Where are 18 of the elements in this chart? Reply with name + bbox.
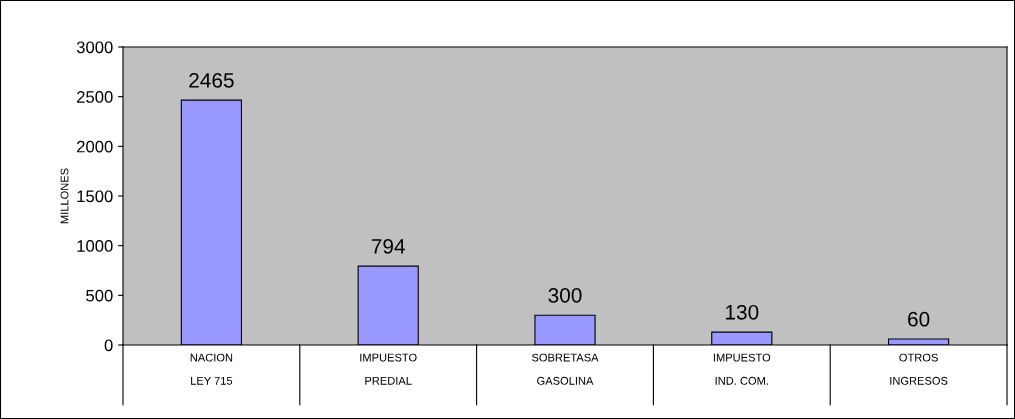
data-label: 130 [726,304,759,320]
category-label: SOBRETASA GASOLINA [531,353,599,385]
y-axis-title: MILLONES [60,168,69,224]
y-tick-label: 500 [86,289,113,302]
category-label: IMPUESTO IND. COM. [713,353,771,385]
data-label: 794 [371,238,405,254]
y-tick-label: 0 [104,339,113,352]
y-tick-label: 1500 [77,190,113,203]
category-label: IMPUESTO PREDIAL [360,353,417,385]
data-label: 2465 [189,72,234,88]
y-tick-label: 2500 [77,91,113,103]
data-label: 300 [548,288,582,303]
category-label: OTROS INGRESOS [890,353,948,385]
category-label: NACION LEY 715 [190,353,233,385]
data-label: 60 [908,311,930,327]
y-tick-label: 1000 [77,240,113,252]
y-tick-label: 3000 [76,41,113,54]
y-tick-label: 2000 [77,140,113,153]
